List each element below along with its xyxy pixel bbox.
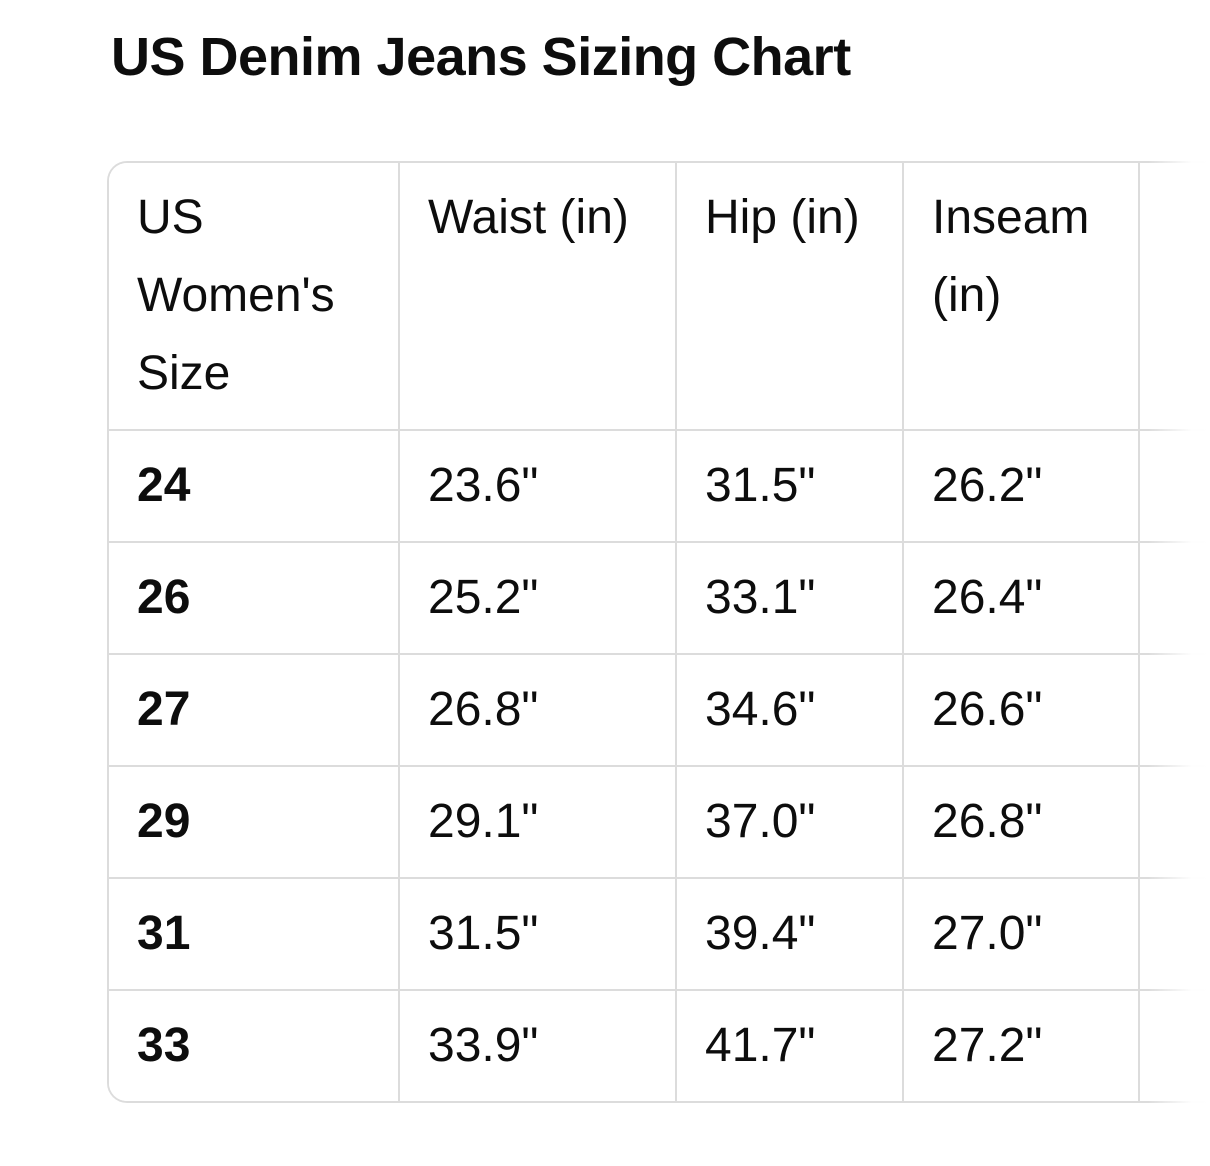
cell-size: 31 xyxy=(109,878,400,991)
table-row: 33 33.9" 41.7" 27.2" xyxy=(109,990,1210,1101)
header-inseam: Inseam (in) xyxy=(903,163,1140,431)
cell-inseam: 27.0" xyxy=(903,878,1140,991)
cell-size: 33 xyxy=(109,990,400,1101)
cell-waist: 26.8" xyxy=(399,654,677,767)
cell-hip: 41.7" xyxy=(676,990,904,1101)
cell-empty xyxy=(1139,430,1210,543)
page-title: US Denim Jeans Sizing Chart xyxy=(111,27,851,87)
cell-hip: 31.5" xyxy=(676,430,904,543)
sizing-table: US Women's Size Waist (in) Hip (in) Inse… xyxy=(109,163,1210,1101)
cell-empty xyxy=(1139,542,1210,655)
cell-hip: 37.0" xyxy=(676,766,904,879)
cell-inseam: 27.2" xyxy=(903,990,1140,1101)
table-row: 26 25.2" 33.1" 26.4" xyxy=(109,542,1210,655)
cell-waist: 33.9" xyxy=(399,990,677,1101)
cell-size: 24 xyxy=(109,430,400,543)
header-us-womens-size: US Women's Size xyxy=(109,163,400,431)
cell-empty xyxy=(1139,654,1210,767)
sizing-table-scroll-area[interactable]: US Women's Size Waist (in) Hip (in) Inse… xyxy=(107,161,1210,1103)
table-row: 27 26.8" 34.6" 26.6" xyxy=(109,654,1210,767)
cell-hip: 33.1" xyxy=(676,542,904,655)
cell-inseam: 26.8" xyxy=(903,766,1140,879)
cell-hip: 34.6" xyxy=(676,654,904,767)
table-row: 29 29.1" 37.0" 26.8" xyxy=(109,766,1210,879)
cell-waist: 31.5" xyxy=(399,878,677,991)
cell-empty xyxy=(1139,878,1210,991)
cell-hip: 39.4" xyxy=(676,878,904,991)
table-row: 24 23.6" 31.5" 26.2" xyxy=(109,430,1210,543)
header-hip: Hip (in) xyxy=(676,163,904,431)
header-row: US Women's Size Waist (in) Hip (in) Inse… xyxy=(109,163,1210,431)
header-waist: Waist (in) xyxy=(399,163,677,431)
cell-size: 26 xyxy=(109,542,400,655)
cell-inseam: 26.2" xyxy=(903,430,1140,543)
table-row: 31 31.5" 39.4" 27.0" xyxy=(109,878,1210,991)
cell-empty xyxy=(1139,990,1210,1101)
cell-inseam: 26.4" xyxy=(903,542,1140,655)
header-empty xyxy=(1139,163,1210,431)
cell-size: 29 xyxy=(109,766,400,879)
cell-empty xyxy=(1139,766,1210,879)
cell-waist: 29.1" xyxy=(399,766,677,879)
cell-waist: 25.2" xyxy=(399,542,677,655)
cell-size: 27 xyxy=(109,654,400,767)
cell-inseam: 26.6" xyxy=(903,654,1140,767)
cell-waist: 23.6" xyxy=(399,430,677,543)
